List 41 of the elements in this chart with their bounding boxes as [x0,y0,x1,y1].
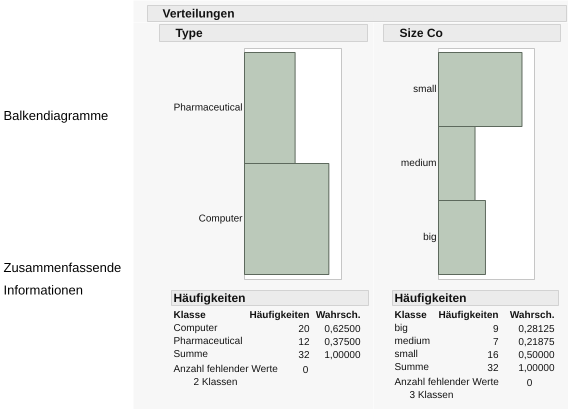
text: Anzahl fehlender Werte [394,377,500,388]
category-label: big [394,323,408,334]
text: Wahrsch. [510,310,555,321]
text: 7 [492,337,499,348]
y-tick-label: small [413,84,437,95]
text: Balkendiagramme [4,108,108,123]
y-tick-label: medium [400,158,437,169]
text: Summe [174,349,208,360]
text: Klasse [394,310,428,321]
text: Zusammenfassende Informationen [4,260,122,298]
text: Summe [394,362,430,373]
text: 12 [298,337,310,348]
text: Häufigkeiten [394,291,467,305]
chart-title: Size Co [400,26,443,40]
text: 1,00000 [518,363,555,374]
text: 0,28125 [518,324,555,335]
text: Häufigkeiten [174,291,246,305]
text: 0,62500 [324,324,361,335]
category-label: small [394,349,418,360]
text: 0,37500 [324,337,361,348]
text: 3 Klassen [410,390,454,401]
text: 16 [487,350,499,361]
text: 32 [487,363,499,374]
text: Klasse [174,310,206,321]
text: Häufigkeiten [438,310,499,321]
text: 0,21875 [518,337,555,348]
y-tick-label: big [423,232,437,243]
text: Verteilungen [162,6,235,20]
text: 20 [298,324,310,335]
text: Anzahl fehlender Werte [174,364,278,375]
text: 2 Klassen [194,377,238,388]
chart-title: Type [176,26,203,40]
text: 32 [298,350,310,361]
text: 0,50000 [518,350,555,361]
text: Wahrsch. [316,310,361,321]
text: 0 [302,365,309,376]
text: 9 [492,324,499,335]
text: 1,00000 [324,350,361,361]
category-label: Computer [174,323,218,334]
text: Häufigkeiten [249,310,310,321]
text: 0 [526,378,533,389]
